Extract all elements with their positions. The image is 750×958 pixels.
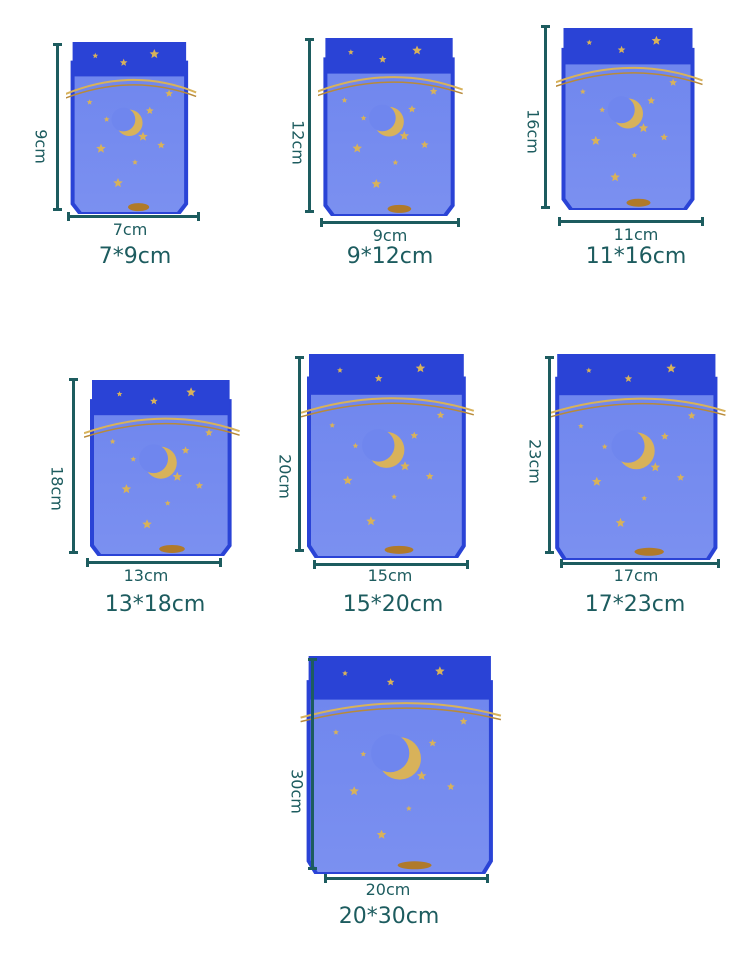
width-measure-line (320, 218, 460, 227)
organza-bag-image (298, 656, 510, 874)
width-measure-line (86, 558, 222, 567)
width-measure-line (324, 874, 489, 883)
width-label: 13cm (123, 566, 169, 585)
organza-bag-image (556, 28, 706, 210)
width-measure-line (313, 560, 469, 569)
height-measure-line (53, 43, 62, 211)
width-label: 15cm (367, 566, 413, 585)
height-label: 30cm (287, 769, 307, 814)
size-caption: 9*12cm (346, 244, 434, 269)
size-caption: 11*16cm (585, 244, 687, 269)
height-measure-line (308, 658, 317, 870)
height-label: 12cm (288, 120, 308, 165)
width-label: 17cm (613, 566, 659, 585)
height-measure-line (295, 356, 304, 552)
height-label: 20cm (275, 454, 295, 499)
size-caption: 7*9cm (98, 244, 172, 269)
width-measure-line (558, 217, 704, 226)
width-label: 20cm (365, 880, 411, 899)
height-measure-line (69, 378, 78, 554)
height-measure-line (305, 38, 314, 213)
height-measure-line (541, 25, 550, 209)
organza-bag-image (66, 42, 198, 214)
size-caption: 15*20cm (342, 592, 444, 617)
size-caption: 20*30cm (338, 904, 440, 929)
organza-bag-image (300, 354, 480, 558)
size-caption: 17*23cm (584, 592, 686, 617)
height-label: 9cm (31, 129, 51, 164)
width-measure-line (560, 559, 720, 568)
organza-bag-image (84, 380, 244, 556)
height-label: 18cm (47, 466, 67, 511)
width-label: 11cm (613, 225, 659, 244)
organza-bag-image (318, 38, 466, 216)
width-label: 7cm (112, 220, 148, 239)
height-measure-line (545, 356, 554, 554)
width-label: 9cm (372, 226, 408, 245)
size-caption: 13*18cm (104, 592, 206, 617)
height-label: 16cm (523, 109, 543, 154)
width-measure-line (67, 212, 200, 221)
organza-bag-image (548, 354, 732, 560)
height-label: 23cm (525, 439, 545, 484)
